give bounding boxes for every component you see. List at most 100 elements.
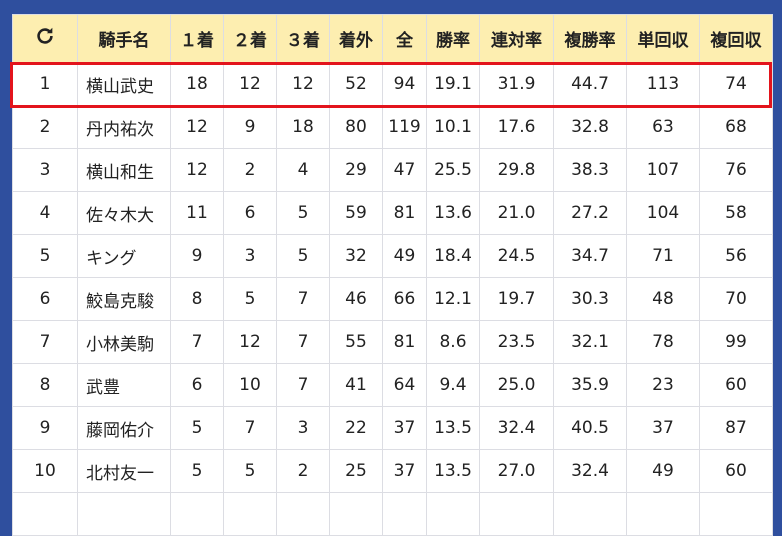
- stat-cell: 76: [699, 148, 773, 192]
- jockey-name-cell: 横山和生: [77, 148, 171, 192]
- refresh-icon: [37, 27, 53, 44]
- table-row[interactable]: 7 小林美駒 7 12 7 55 81 8.6 23.5 32.1 78 99: [12, 320, 773, 364]
- stat-cell: 68: [699, 105, 773, 149]
- table-row[interactable]: 6 鮫島克駿 8 5 7 46 66 12.1 19.7 30.3 48 70: [12, 277, 773, 321]
- jockey-name-cell: 藤岡佑介: [77, 406, 171, 450]
- stat-cell: 25.5: [426, 148, 480, 192]
- empty-cell: [223, 492, 277, 536]
- stat-cell: 113: [626, 62, 700, 106]
- table-row[interactable]: 8 武豊 6 10 7 41 64 9.4 25.0 35.9 23 60: [12, 363, 773, 407]
- stat-cell: 6: [223, 191, 277, 235]
- stat-cell: 7: [276, 320, 330, 364]
- column-header[interactable]: 着外: [329, 14, 383, 63]
- stat-cell: 27.2: [553, 191, 627, 235]
- stat-cell: 35.9: [553, 363, 627, 407]
- column-header[interactable]: 複勝率: [553, 14, 627, 63]
- stat-cell: 13.6: [426, 191, 480, 235]
- stat-cell: 60: [699, 363, 773, 407]
- table-row[interactable]: 5 キング 9 3 5 32 49 18.4 24.5 34.7 71 56: [12, 234, 773, 278]
- stat-cell: 5: [170, 449, 224, 493]
- column-header[interactable]: 騎手名: [77, 14, 171, 63]
- table-row[interactable]: 2 丹内祐次 12 9 18 80 119 10.1 17.6 32.8 63 68: [12, 105, 773, 149]
- stat-cell: 23.5: [479, 320, 554, 364]
- stat-cell: 13.5: [426, 406, 480, 450]
- rank-cell: 8: [12, 363, 78, 407]
- stat-cell: 94: [382, 62, 427, 106]
- stat-cell: 23: [626, 363, 700, 407]
- empty-cell: [479, 492, 554, 536]
- stat-cell: 5: [223, 277, 277, 321]
- empty-cell: [382, 492, 427, 536]
- stat-cell: 119: [382, 105, 427, 149]
- rank-cell: 4: [12, 191, 78, 235]
- table-row[interactable]: 10 北村友一 5 5 2 25 37 13.5 27.0 32.4 49 60: [12, 449, 773, 493]
- stat-cell: 17.6: [479, 105, 554, 149]
- stat-cell: 80: [329, 105, 383, 149]
- stat-cell: 6: [170, 363, 224, 407]
- table-header-row: 騎手名 １着 ２着 ３着 着外全勝率 連対率 複勝率 単回収 複回収: [12, 14, 773, 63]
- stat-cell: 34.7: [553, 234, 627, 278]
- stat-cell: 49: [382, 234, 427, 278]
- jockey-name-cell: 小林美駒: [77, 320, 171, 364]
- stat-cell: 49: [626, 449, 700, 493]
- table-row[interactable]: 1 横山武史 18 12 12 52 94 19.1 31.9 44.7 113 74: [12, 62, 773, 106]
- stat-cell: 8: [170, 277, 224, 321]
- empty-cell: [626, 492, 700, 536]
- table-row[interactable]: 9 藤岡佑介 5 7 3 22 37 13.5 32.4 40.5 37 87: [12, 406, 773, 450]
- table-row[interactable]: 3 横山和生 12 2 4 29 47 25.5 29.8 38.3 107 76: [12, 148, 773, 192]
- stat-cell: 27.0: [479, 449, 554, 493]
- column-header[interactable]: 全: [382, 14, 427, 63]
- stat-cell: 9: [170, 234, 224, 278]
- stat-cell: 104: [626, 191, 700, 235]
- column-header[interactable]: 連対率: [479, 14, 554, 63]
- stat-cell: 41: [329, 363, 383, 407]
- stat-cell: 5: [276, 234, 330, 278]
- column-header[interactable]: 勝率: [426, 14, 480, 63]
- jockey-stats-table-container: 騎手名 １着 ２着 ３着 着外全勝率 連対率 複勝率 単回収 複回収 1 横山武史 18 12 12 52…: [12, 14, 773, 536]
- rank-cell: 7: [12, 320, 78, 364]
- stat-cell: 4: [276, 148, 330, 192]
- stat-cell: 5: [276, 191, 330, 235]
- stat-cell: 29.8: [479, 148, 554, 192]
- stat-cell: 22: [329, 406, 383, 450]
- stat-cell: 12: [170, 148, 224, 192]
- stat-cell: 30.3: [553, 277, 627, 321]
- stat-cell: 24.5: [479, 234, 554, 278]
- table-row: [12, 492, 773, 536]
- stat-cell: 10: [223, 363, 277, 407]
- column-header[interactable]: ２着: [223, 14, 277, 63]
- stat-cell: 66: [382, 277, 427, 321]
- stat-cell: 46: [329, 277, 383, 321]
- table-row[interactable]: 4 佐々木大 11 6 5 59 81 13.6 21.0 27.2 104 58: [12, 191, 773, 235]
- empty-cell: [553, 492, 627, 536]
- stat-cell: 32.4: [553, 449, 627, 493]
- stat-cell: 78: [626, 320, 700, 364]
- rank-cell: 2: [12, 105, 78, 149]
- stat-cell: 3: [223, 234, 277, 278]
- stat-cell: 37: [382, 406, 427, 450]
- empty-cell: [276, 492, 330, 536]
- jockey-name-cell: 武豊: [77, 363, 171, 407]
- stat-cell: 3: [276, 406, 330, 450]
- rank-cell: 3: [12, 148, 78, 192]
- stat-cell: 11: [170, 191, 224, 235]
- stat-cell: 18: [170, 62, 224, 106]
- column-header[interactable]: １着: [170, 14, 224, 63]
- column-header[interactable]: 単回収: [626, 14, 700, 63]
- stat-cell: 7: [170, 320, 224, 364]
- rank-cell: 10: [12, 449, 78, 493]
- stat-cell: 87: [699, 406, 773, 450]
- stat-cell: 32.8: [553, 105, 627, 149]
- refresh-button[interactable]: [12, 14, 78, 63]
- stat-cell: 64: [382, 363, 427, 407]
- empty-cell: [77, 492, 171, 536]
- stat-cell: 32.4: [479, 406, 554, 450]
- column-header[interactable]: 複回収: [699, 14, 773, 63]
- stat-cell: 2: [223, 148, 277, 192]
- stat-cell: 18: [276, 105, 330, 149]
- jockey-name-cell: 北村友一: [77, 449, 171, 493]
- stat-cell: 59: [329, 191, 383, 235]
- stat-cell: 25.0: [479, 363, 554, 407]
- column-header[interactable]: ３着: [276, 14, 330, 63]
- stat-cell: 7: [276, 277, 330, 321]
